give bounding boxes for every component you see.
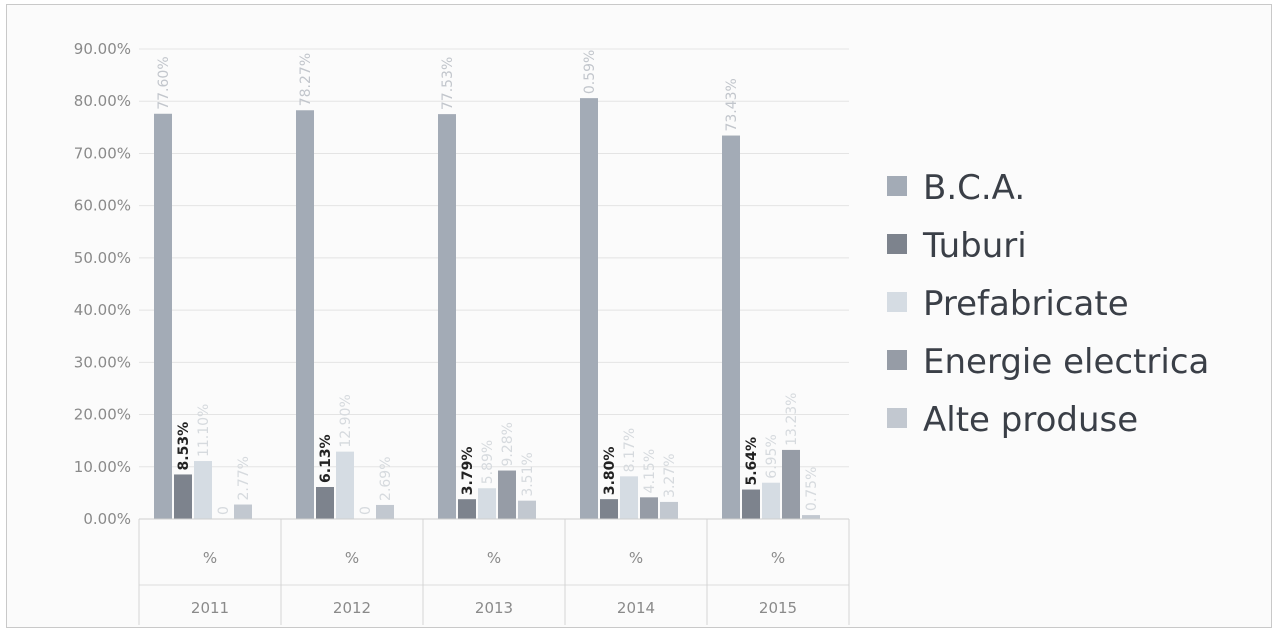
y-tick-label: 40.00% <box>74 301 131 319</box>
gridlines <box>139 48 849 468</box>
data-label: 0.75% <box>804 467 820 511</box>
data-label: 4.15% <box>642 449 658 493</box>
x-category-sublabel: % <box>629 549 643 567</box>
legend-label: Tuburi <box>922 226 1027 266</box>
bar-b-c-a--2015 <box>722 135 740 519</box>
data-label: 11.10% <box>196 404 212 457</box>
data-label: 12.90% <box>338 394 354 447</box>
legend-label: Alte produse <box>923 400 1138 440</box>
bar-prefabricate-2011 <box>194 461 212 519</box>
data-label: 0.59% <box>582 50 598 94</box>
bar-energie-electrica-2013 <box>498 470 516 519</box>
bar-prefabricate-2012 <box>336 451 354 519</box>
legend-label: B.C.A. <box>923 168 1025 208</box>
bar-alte-produse-2014 <box>660 501 678 519</box>
data-label: 2.69% <box>378 456 394 500</box>
data-label: 0 <box>216 506 232 515</box>
data-label: 8.53% <box>176 422 192 471</box>
bar-tuburi-2014 <box>600 499 618 519</box>
y-tick-label: 20.00% <box>74 406 131 424</box>
bar-alte-produse-2013 <box>518 500 536 519</box>
data-label: 77.53% <box>440 57 456 110</box>
x-category-sublabel: % <box>487 549 501 567</box>
legend-swatch <box>887 408 907 428</box>
y-axis-tick-labels: 0.00% 10.00% 20.00% 30.00% 40.00% 50.00% 60.00… <box>74 40 131 528</box>
legend-swatch <box>887 176 907 196</box>
data-label: 3.79% <box>460 447 476 496</box>
bar-prefabricate-2014 <box>620 476 638 519</box>
bar-prefabricate-2013 <box>478 488 496 519</box>
legend: B.C.A. Tuburi Prefabricate Energie electric… <box>887 168 1209 440</box>
x-category-sublabel: % <box>345 549 359 567</box>
y-tick-label: 30.00% <box>74 353 131 371</box>
y-tick-label: 70.00% <box>74 144 131 162</box>
x-category-label: 2012 <box>333 599 371 617</box>
y-tick-label: 60.00% <box>74 197 131 215</box>
data-label: 13.23% <box>784 393 800 446</box>
bar-alte-produse-2012 <box>376 504 394 519</box>
y-tick-label: 50.00% <box>74 249 131 267</box>
bar-alte-produse-2015 <box>802 515 820 519</box>
data-label: 6.95% <box>764 434 780 478</box>
x-category-sublabel: % <box>203 549 217 567</box>
data-label: 78.27% <box>298 53 314 106</box>
y-tick-label: 90.00% <box>74 40 131 58</box>
bar-tuburi-2012 <box>316 486 334 519</box>
x-category-label: 2014 <box>617 599 655 617</box>
data-label: 5.64% <box>744 437 760 486</box>
bar-b-c-a--2012 <box>296 110 314 520</box>
data-label: 73.43% <box>724 78 740 131</box>
bar-b-c-a--2013 <box>438 114 456 520</box>
bar-chart: 0.00% 10.00% 20.00% 30.00% 40.00% 50.00% 60.00… <box>74 40 1209 625</box>
data-label: 9.28% <box>500 422 516 466</box>
bar-b-c-a--2014 <box>580 98 598 519</box>
bars <box>154 98 820 520</box>
bar-alte-produse-2011 <box>234 504 252 519</box>
legend-label: Prefabricate <box>923 284 1129 324</box>
data-label: 2.77% <box>236 456 252 500</box>
data-label: 3.51% <box>520 452 536 496</box>
bar-tuburi-2011 <box>174 474 192 519</box>
y-tick-label: 80.00% <box>74 92 131 110</box>
bar-tuburi-2013 <box>458 499 476 519</box>
data-label: 77.60% <box>156 56 172 109</box>
data-label: 5.89% <box>480 440 496 484</box>
bar-energie-electrica-2014 <box>640 497 658 519</box>
data-labels: 77.60% 8.53% 11.10% 0 2.77% 78.27% 6.13%12.90%… <box>156 50 820 515</box>
x-category-label: 2015 <box>759 599 797 617</box>
legend-swatch <box>887 350 907 370</box>
data-label: 3.80% <box>602 447 618 496</box>
legend-swatch <box>887 292 907 312</box>
bar-tuburi-2015 <box>742 489 760 519</box>
data-label: 8.17% <box>622 428 638 472</box>
data-label: 3.27% <box>662 453 678 497</box>
x-category-sublabel: % <box>771 549 785 567</box>
bar-prefabricate-2015 <box>762 482 780 519</box>
data-label: 0 <box>358 506 374 515</box>
x-category-label: 2013 <box>475 599 513 617</box>
x-axis: % 2011% 2012% 2013% 2014% 2015 <box>138 518 850 625</box>
bar-energie-electrica-2015 <box>782 449 800 519</box>
legend-label: Energie electrica <box>923 342 1209 382</box>
x-category-label: 2011 <box>191 599 229 617</box>
y-tick-label: 0.00% <box>83 510 131 528</box>
y-tick-label: 10.00% <box>74 458 131 476</box>
data-label: 6.13% <box>318 434 334 483</box>
chart-frame: 0.00% 10.00% 20.00% 30.00% 40.00% 50.00% 60.00… <box>6 4 1272 628</box>
legend-swatch <box>887 234 907 254</box>
bar-b-c-a--2011 <box>154 113 172 519</box>
